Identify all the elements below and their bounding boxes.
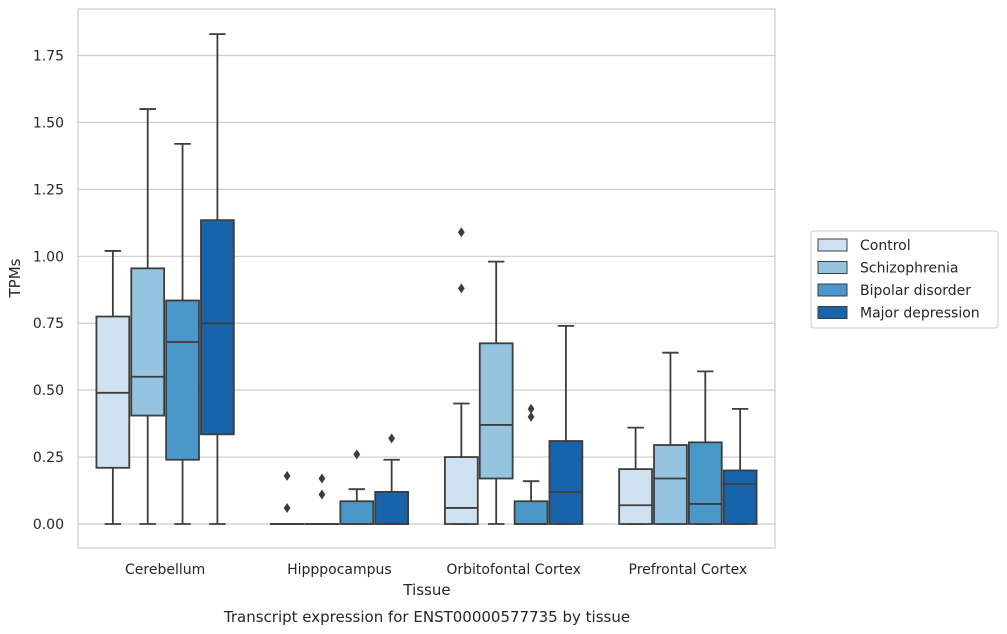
box-0-2 — [165, 142, 200, 525]
box — [687, 441, 723, 525]
box-1-1 — [304, 473, 340, 525]
y-axis-label: TPMs — [6, 258, 24, 298]
box — [513, 500, 549, 525]
legend-swatch — [817, 261, 848, 274]
legend-swatch — [817, 306, 848, 319]
chart-caption: Transcript expression for ENST0000057773… — [223, 608, 630, 626]
box-3-3 — [722, 407, 758, 525]
box — [618, 468, 653, 525]
y-tick-label: 1.25 — [33, 182, 64, 198]
box-1-0 — [269, 470, 305, 525]
legend-label: Major depression — [860, 306, 980, 322]
outlier-point — [527, 411, 535, 422]
box — [653, 444, 688, 525]
box-1-2 — [339, 449, 375, 525]
outlier-point — [318, 489, 326, 500]
x-tick-label: Orbitofontal Cortex — [446, 562, 581, 578]
y-tick-label: 1.50 — [33, 115, 64, 131]
box — [548, 440, 584, 525]
box-3-2 — [687, 370, 723, 525]
box — [478, 342, 514, 480]
outlier-point — [353, 449, 361, 460]
legend-item: Control — [817, 238, 911, 254]
x-axis-label: Tissue — [402, 581, 450, 599]
x-tick-labels: Cerebellum Hipppocampus Orbitofontal Corte… — [125, 562, 747, 578]
box-3-0 — [618, 426, 653, 525]
box — [200, 219, 235, 436]
box-1-3 — [374, 433, 409, 525]
legend-frame — [810, 230, 999, 329]
legend: Control Schizophrenia Bipolar disorder Majo… — [810, 230, 999, 329]
y-tick-label: 1.75 — [33, 49, 64, 65]
boxes — [95, 33, 758, 525]
x-tick-label: Prefrontal Cortex — [629, 562, 748, 578]
box-2-0 — [444, 227, 479, 525]
legend-swatch — [817, 238, 848, 252]
box-3-1 — [653, 351, 688, 525]
y-tick-label: 1.00 — [33, 249, 64, 265]
box-0-3 — [200, 33, 235, 525]
box — [722, 469, 758, 525]
outlier-point — [283, 470, 291, 481]
outlier-point — [283, 502, 291, 513]
box-0-0 — [95, 250, 131, 525]
outlier-point — [457, 227, 465, 238]
box — [374, 490, 409, 525]
legend-label: Bipolar disorder — [860, 283, 971, 299]
box-2-2 — [513, 403, 549, 525]
box — [444, 456, 479, 525]
y-tick-label: 0.25 — [33, 450, 64, 466]
y-tick-labels: 0.00 0.25 0.50 0.75 1.00 1.25 1.50 1.75 — [33, 49, 64, 533]
x-tick-label: Hipppocampus — [287, 562, 392, 578]
box — [339, 500, 375, 525]
outlier-point — [527, 403, 535, 414]
box — [130, 267, 166, 417]
legend-item: Major depression — [817, 306, 980, 322]
outlier-point — [388, 433, 396, 444]
outlier-point — [457, 283, 465, 294]
box-0-1 — [130, 108, 166, 525]
box-2-1 — [478, 260, 514, 525]
y-tick-label: 0.75 — [33, 316, 64, 332]
box-2-3 — [548, 325, 584, 525]
outlier-point — [318, 473, 326, 484]
y-tick-label: 0.00 — [33, 517, 64, 533]
legend-swatch — [817, 283, 848, 297]
legend-item: Schizophrenia — [817, 261, 958, 277]
legend-label: Schizophrenia — [860, 261, 958, 277]
x-tick-label: Cerebellum — [125, 562, 205, 578]
legend-item: Bipolar disorder — [817, 283, 971, 299]
box — [165, 299, 200, 461]
y-tick-label: 0.50 — [33, 383, 64, 399]
legend-label: Control — [860, 238, 911, 254]
